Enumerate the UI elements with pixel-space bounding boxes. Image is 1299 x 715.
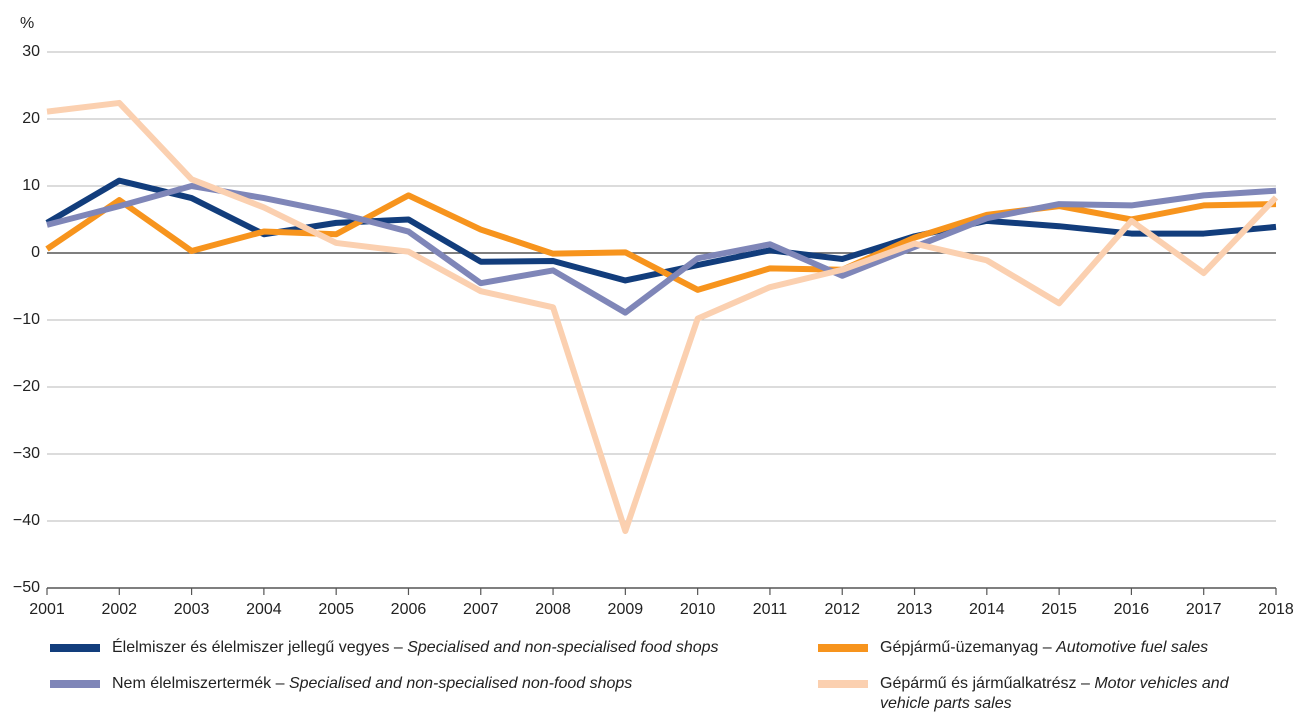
legend-swatch [818,644,868,652]
x-tick-label: 2010 [680,601,716,618]
legend-label: Nem élelmiszertermék – Specialised and n… [112,675,633,692]
legend-swatch [50,644,100,652]
x-tick-label: 2003 [174,601,210,618]
x-tick-label: 2017 [1186,601,1222,618]
x-tick-label: 2008 [535,601,571,618]
legend-label: Élelmiszer és élelmiszer jellegű vegyes … [112,639,719,656]
legend-item: Nem élelmiszertermék – Specialised and n… [50,674,790,694]
legend-swatch [50,680,100,688]
x-tick-label: 2002 [101,601,137,618]
x-tick-label: 2016 [1114,601,1150,618]
y-tick-label: 0 [31,244,40,261]
y-axis-label: % [20,15,34,32]
x-tick-label: 2001 [29,601,65,618]
y-tick-label: −10 [13,311,40,328]
x-tick-label: 2004 [246,601,282,618]
y-tick-label: −30 [13,445,40,462]
y-tick-label: 30 [22,43,40,60]
x-tick-label: 2018 [1258,601,1294,618]
legend-item: Gépármű és járműalkatrész – Motor vehicl… [818,674,1258,714]
x-tick-label: 2005 [318,601,354,618]
legend-label: Gépjármű-üzemanyag – Automotive fuel sal… [880,639,1209,656]
series-line [46,99,1279,535]
series-line [46,183,1277,316]
x-tick-label: 2011 [753,601,788,618]
y-tick-label: 20 [22,110,40,127]
x-tick-label: 2013 [897,601,933,618]
y-tick-label: −40 [13,512,40,529]
y-tick-label: −20 [13,378,40,395]
legend-label: Gépármű és járműalkatrész – Motor vehicl… [880,675,1229,712]
legend-item: Gépjármű-üzemanyag – Automotive fuel sal… [818,638,1258,658]
series-line [45,192,1277,293]
x-tick-label: 2012 [824,601,860,618]
chart: % −50 −40 −30 −20 −10 0 10 20 30 2001 2002 2003 2004… [13,15,1294,618]
x-tick-label: 2006 [391,601,427,618]
legend-item: Élelmiszer és élelmiszer jellegű vegyes … [50,638,790,658]
y-tick-label: −50 [13,579,40,596]
x-tick-label: 2015 [1041,601,1077,618]
x-tick-label: 2007 [463,601,499,618]
x-tick-label: 2014 [969,601,1005,618]
x-tick-label: 2009 [608,601,644,618]
legend-swatch [818,680,868,688]
y-tick-label: 10 [22,177,40,194]
